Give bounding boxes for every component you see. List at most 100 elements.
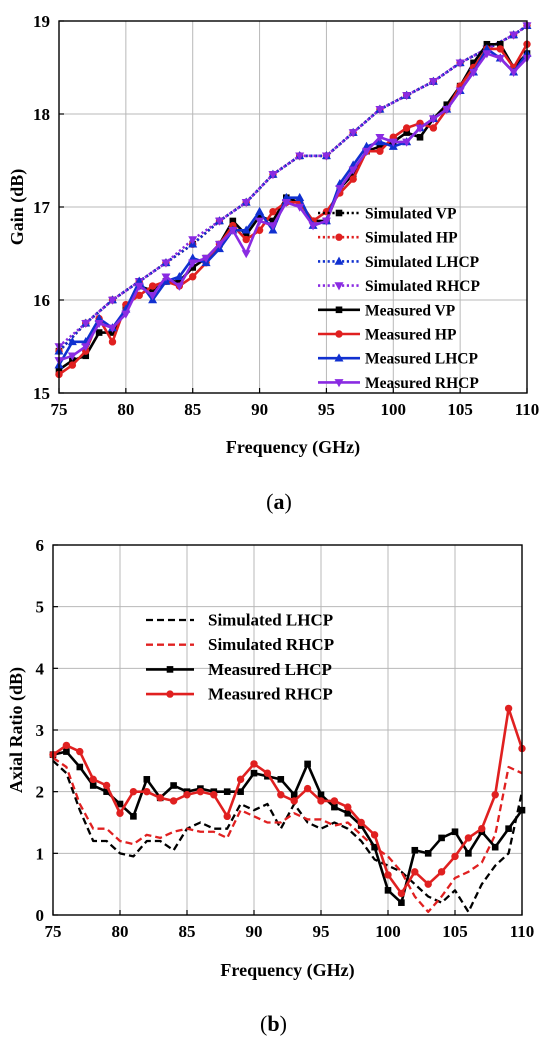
data-point bbox=[504, 704, 513, 713]
data-point bbox=[415, 124, 425, 133]
panel-label-close: ) bbox=[285, 489, 292, 514]
y-tick-label: 17 bbox=[33, 198, 51, 217]
data-point bbox=[344, 809, 352, 817]
data-point bbox=[76, 763, 84, 771]
data-point bbox=[349, 175, 357, 183]
legend-label: Measured VP bbox=[365, 302, 456, 319]
data-point bbox=[357, 818, 365, 827]
data-point bbox=[108, 338, 117, 346]
data-point bbox=[255, 206, 265, 215]
data-point bbox=[496, 45, 504, 53]
y-tick-label: 16 bbox=[33, 291, 50, 310]
data-point bbox=[134, 282, 144, 291]
legend: Simulated VP Simulated HP Simulated LHCP Si… bbox=[318, 206, 480, 392]
data-point bbox=[496, 40, 504, 48]
data-point bbox=[242, 231, 250, 239]
data-point bbox=[330, 797, 339, 805]
data-point bbox=[411, 868, 419, 876]
data-point bbox=[348, 166, 358, 175]
x-tick-label: 110 bbox=[510, 922, 535, 941]
legend-label: Measured RHCP bbox=[365, 375, 479, 392]
data-point bbox=[201, 254, 211, 263]
panel-label: (a) bbox=[266, 489, 292, 514]
legend-marker bbox=[334, 256, 344, 265]
data-point bbox=[269, 217, 277, 225]
data-point bbox=[509, 68, 519, 77]
data-point bbox=[397, 889, 406, 898]
data-point bbox=[263, 769, 272, 777]
data-point bbox=[268, 222, 278, 231]
legend-label: Simulated VP bbox=[365, 206, 457, 223]
data-point bbox=[384, 871, 392, 879]
data-point bbox=[188, 253, 198, 262]
data-point bbox=[241, 225, 251, 234]
legend-label: Measured HP bbox=[365, 327, 457, 344]
data-point bbox=[95, 329, 103, 336]
x-tick-label: 85 bbox=[184, 400, 201, 419]
data-point bbox=[121, 310, 131, 319]
data-point bbox=[76, 747, 84, 756]
y-tick-label: 19 bbox=[33, 12, 50, 31]
data-point bbox=[335, 185, 345, 194]
x-axis-title: Frequency (GHz) bbox=[220, 960, 354, 981]
data-point bbox=[103, 788, 110, 795]
data-point bbox=[438, 834, 445, 842]
data-point bbox=[509, 31, 519, 40]
data-point bbox=[455, 59, 465, 68]
y-tick-label: 15 bbox=[33, 384, 50, 403]
data-point bbox=[229, 217, 237, 225]
data-point bbox=[437, 868, 446, 876]
x-tick-label: 95 bbox=[313, 922, 330, 941]
data-point bbox=[107, 324, 117, 333]
data-point bbox=[256, 213, 263, 220]
x-tick-label: 80 bbox=[112, 922, 129, 941]
data-point bbox=[398, 899, 405, 906]
data-point bbox=[82, 352, 90, 360]
data-point bbox=[321, 217, 331, 226]
data-point bbox=[376, 147, 384, 155]
data-point bbox=[402, 138, 412, 147]
data-point bbox=[189, 273, 197, 281]
panel-label-close: ) bbox=[280, 1011, 287, 1036]
data-point bbox=[277, 776, 285, 783]
chart-panel-2: 75 80 85 90 95 100 105 110 0 1 2 3 4 5 6 Frequency (GHz… bbox=[6, 536, 534, 1036]
data-point bbox=[295, 203, 305, 212]
panel-label-letter: b bbox=[267, 1011, 279, 1036]
data-point bbox=[482, 50, 492, 59]
data-point bbox=[495, 54, 505, 63]
data-point bbox=[196, 787, 205, 796]
data-point bbox=[317, 797, 325, 805]
legend-marker bbox=[334, 379, 344, 388]
data-point bbox=[148, 282, 157, 290]
data-point bbox=[214, 240, 224, 249]
data-point bbox=[375, 133, 385, 143]
data-point bbox=[442, 106, 452, 115]
data-point bbox=[362, 147, 372, 156]
x-tick-label: 90 bbox=[251, 400, 268, 419]
data-point bbox=[148, 292, 158, 301]
data-point bbox=[241, 250, 251, 259]
data-point bbox=[149, 287, 156, 294]
x-tick-label: 100 bbox=[375, 922, 401, 941]
legend-label: Simulated RHCP bbox=[208, 635, 334, 654]
data-point bbox=[331, 803, 338, 811]
data-point bbox=[250, 769, 258, 777]
data-point bbox=[81, 343, 91, 352]
data-point bbox=[428, 78, 438, 87]
x-tick-label: 105 bbox=[442, 922, 468, 941]
data-point bbox=[130, 813, 137, 820]
data-point bbox=[255, 217, 265, 226]
data-point bbox=[228, 226, 238, 236]
data-point bbox=[424, 880, 432, 888]
data-point bbox=[188, 259, 198, 268]
data-point bbox=[491, 791, 499, 799]
data-point bbox=[161, 273, 171, 282]
legend-marker bbox=[166, 666, 174, 673]
data-point bbox=[176, 278, 183, 285]
data-point bbox=[384, 887, 392, 894]
x-tick-label: 80 bbox=[117, 400, 134, 419]
x-tick-label: 95 bbox=[318, 400, 335, 419]
y-tick-label: 5 bbox=[36, 598, 45, 617]
data-point bbox=[94, 319, 104, 329]
legend: Simulated LHCP Simulated RHCP Measured LHC… bbox=[146, 611, 334, 704]
